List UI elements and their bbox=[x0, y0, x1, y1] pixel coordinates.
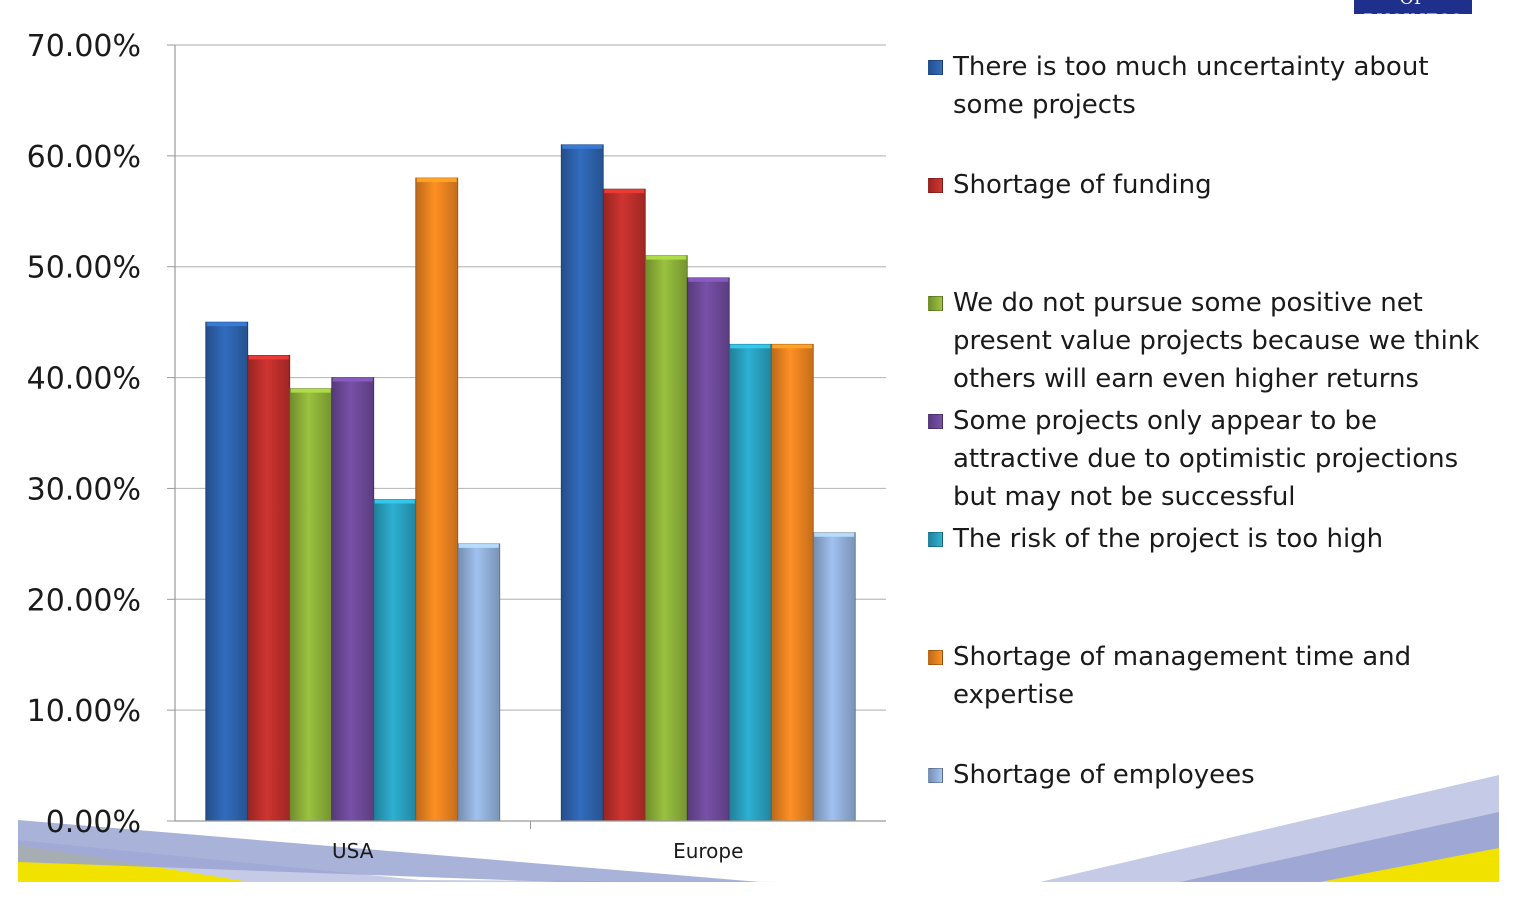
bar bbox=[602, 188, 646, 822]
slide-decoration bbox=[18, 775, 1499, 882]
legend-label: The risk of the project is too high bbox=[953, 524, 1384, 554]
legend-swatch bbox=[928, 768, 943, 783]
bar bbox=[770, 343, 814, 822]
legend-item: Some projects only appear to be attracti… bbox=[928, 402, 1500, 516]
bar-top-highlight bbox=[332, 377, 373, 382]
bar bbox=[205, 321, 249, 822]
x-tick-label: Europe bbox=[673, 839, 743, 863]
bar-top-highlight bbox=[248, 355, 289, 360]
bar-top-highlight bbox=[562, 144, 603, 149]
legend-item: Shortage of management time and expertis… bbox=[928, 638, 1500, 714]
bar-top-highlight bbox=[646, 255, 687, 260]
bar bbox=[812, 532, 856, 822]
logo: OF BUSINESS bbox=[1354, 0, 1472, 14]
bar-top-highlight bbox=[814, 532, 855, 537]
bar-top-highlight bbox=[458, 543, 499, 548]
legend-item: Shortage of employees bbox=[928, 756, 1500, 794]
bar bbox=[415, 177, 459, 822]
legend-swatch bbox=[928, 650, 943, 665]
legend-swatch bbox=[928, 296, 943, 311]
legend-swatch bbox=[928, 178, 943, 193]
bar bbox=[331, 377, 375, 822]
legend-label: Shortage of employees bbox=[953, 760, 1255, 790]
bar-top-highlight bbox=[206, 322, 247, 327]
y-tick-label: 30.00% bbox=[27, 472, 141, 507]
bar bbox=[247, 354, 291, 822]
legend-label: There is too much uncertainty about some… bbox=[953, 52, 1429, 120]
bar bbox=[686, 277, 730, 822]
legend-item: The risk of the project is too high bbox=[928, 520, 1500, 558]
bars bbox=[205, 144, 856, 822]
x-axis-tick-labels: USA Europe bbox=[332, 839, 743, 863]
bar-top-highlight bbox=[730, 344, 771, 349]
legend: There is too much uncertainty about some… bbox=[928, 48, 1508, 808]
legend-label: Some projects only appear to be attracti… bbox=[953, 406, 1459, 512]
legend-swatch bbox=[928, 414, 943, 429]
legend-item: Shortage of funding bbox=[928, 166, 1500, 204]
legend-item: We do not pursue some positive net prese… bbox=[928, 284, 1500, 398]
bar-top-highlight bbox=[604, 189, 645, 194]
legend-swatch bbox=[928, 532, 943, 547]
y-tick-label: 50.00% bbox=[27, 251, 141, 286]
legend-label: Shortage of funding bbox=[953, 170, 1212, 200]
bar bbox=[728, 343, 772, 822]
legend-swatch bbox=[928, 60, 943, 75]
y-tick-label: 70.00% bbox=[27, 29, 141, 64]
y-tick-label: 20.00% bbox=[27, 583, 141, 618]
bar bbox=[457, 543, 501, 822]
y-axis-tick-labels: 0.00% 10.00% 20.00% 30.00% 40.00% 50.00% 60.00… bbox=[27, 29, 141, 840]
y-tick-label: 60.00% bbox=[27, 140, 141, 175]
axes bbox=[167, 44, 886, 829]
bar-top-highlight bbox=[688, 277, 729, 282]
bar bbox=[560, 144, 604, 822]
logo-text: OF BUSINESS bbox=[1363, 0, 1462, 14]
legend-label: Shortage of management time and expertis… bbox=[953, 642, 1412, 710]
bar-top-highlight bbox=[290, 388, 331, 393]
bar bbox=[289, 388, 333, 822]
bar-top-highlight bbox=[772, 344, 813, 349]
bar-top-highlight bbox=[416, 178, 457, 183]
bar bbox=[644, 255, 688, 822]
x-tick-label: USA bbox=[332, 839, 374, 863]
legend-label: We do not pursue some positive net prese… bbox=[953, 288, 1480, 394]
bar-top-highlight bbox=[374, 499, 415, 504]
legend-item: There is too much uncertainty about some… bbox=[928, 48, 1500, 124]
y-tick-label: 0.00% bbox=[46, 805, 141, 840]
y-tick-label: 10.00% bbox=[27, 694, 141, 729]
y-tick-label: 40.00% bbox=[27, 362, 141, 397]
bar bbox=[373, 499, 417, 822]
